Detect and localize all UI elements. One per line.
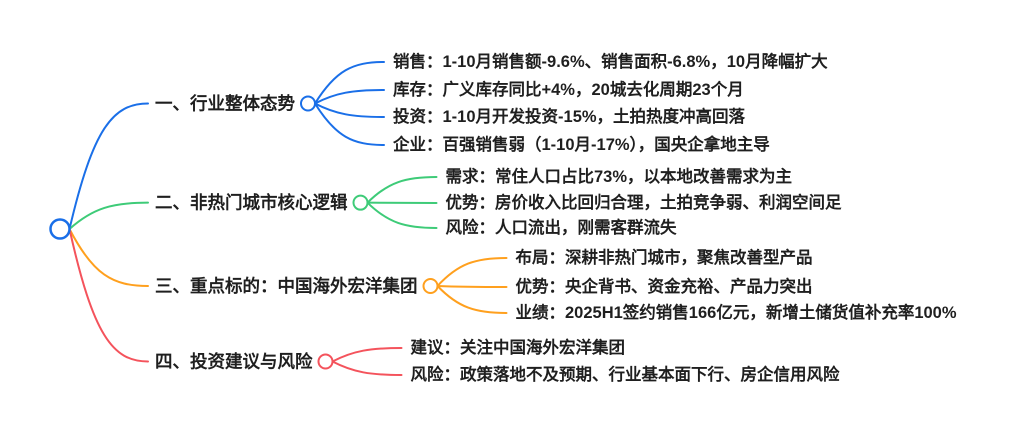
- leaf-curve: [331, 347, 403, 363]
- leaf-curve: [366, 176, 438, 204]
- leaf-node-label[interactable]: 销售：1-10月销售额-9.6%、销售面积-6.8%，10月降幅扩大: [393, 51, 828, 71]
- leaf-curve: [314, 102, 385, 118]
- leaf-node-label[interactable]: 布局：深耕非热门城市，聚焦改善型产品: [516, 247, 813, 267]
- branch-node-label[interactable]: 三、重点标的：中国海外宏洋集团: [155, 276, 418, 296]
- leaf-curve: [436, 257, 508, 287]
- leaf-curve: [366, 201, 438, 229]
- leaf-curve: [436, 285, 508, 314]
- node-connector-circle[interactable]: [317, 353, 334, 370]
- leaf-curve: [436, 285, 508, 288]
- branch-node-label[interactable]: 四、投资建议与风险: [155, 352, 313, 372]
- branch-curve: [68, 228, 149, 287]
- leaf-node-label[interactable]: 业绩：2025H1签约销售166亿元，新增土储货值补充率100%: [516, 302, 957, 322]
- branch-curve: [68, 201, 149, 230]
- leaf-curve: [331, 360, 403, 376]
- leaf-node-label[interactable]: 投资：1-10月开发投资-15%，土拍热度冲高回落: [393, 106, 746, 126]
- leaf-node-label[interactable]: 建议：关注中国海外宏洋集团: [411, 337, 626, 357]
- leaf-node-label[interactable]: 优势：房价收入比回归合理，土拍竞争弱、利润空间足: [446, 192, 843, 212]
- leaf-node-label[interactable]: 需求：常住人口占比73%，以本地改善需求为主: [446, 166, 793, 186]
- node-connector-circle[interactable]: [300, 95, 316, 112]
- leaf-curve: [314, 61, 385, 105]
- leaf-curve: [314, 102, 385, 146]
- leaf-curve: [314, 89, 385, 105]
- leaf-node-label[interactable]: 企业：百强销售弱（1-10月-17%），国央企拿地主导: [392, 134, 770, 154]
- leaf-node-label[interactable]: 风险：政策落地不及预期、行业基本面下行、房企信用风险: [411, 364, 841, 384]
- node-connector-circle[interactable]: [422, 278, 439, 294]
- branch-curve: [68, 228, 149, 363]
- branch-curve: [68, 102, 149, 230]
- leaf-node-label[interactable]: 优势：央企背书、资金充裕、产品力突出: [516, 276, 813, 296]
- branch-node-label[interactable]: 二、非热门城市核心逻辑: [155, 193, 348, 213]
- node-connector-circle[interactable]: [352, 194, 369, 211]
- branch-node-label[interactable]: 一、行业整体态势: [155, 94, 295, 114]
- leaf-node-label[interactable]: 风险：人口流出，刚需客群流失: [446, 217, 678, 237]
- leaf-node-label[interactable]: 库存：广义库存同比+4%，20城去化周期23个月: [393, 79, 744, 99]
- root-node-circle[interactable]: [49, 218, 71, 240]
